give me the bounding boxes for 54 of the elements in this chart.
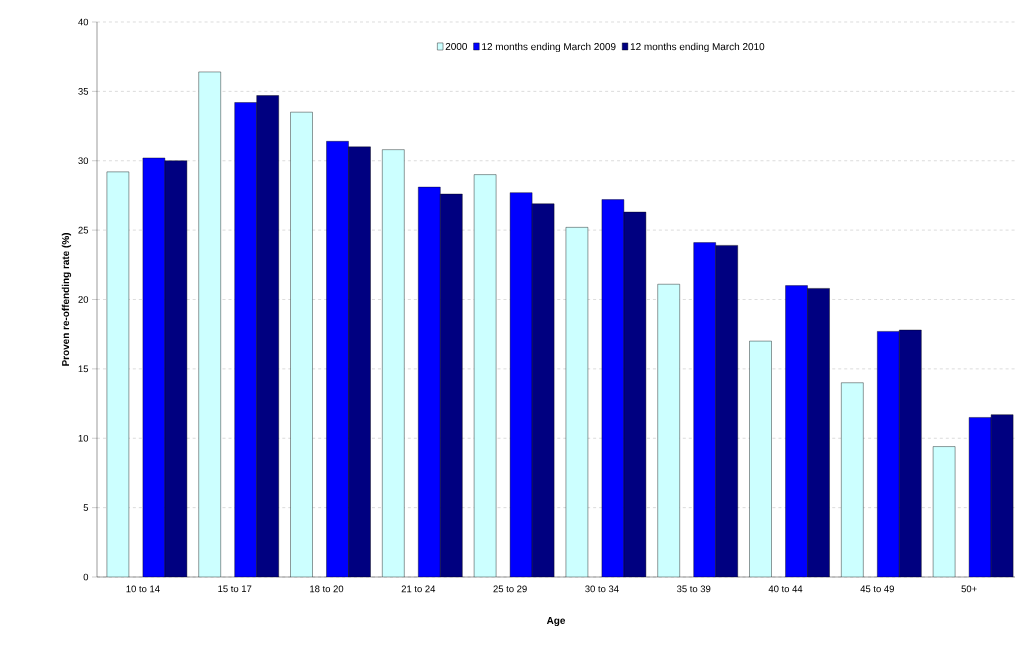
bar <box>382 149 405 577</box>
x-tick-label: 15 to 17 <box>218 585 252 593</box>
y-tick-label: 40 <box>78 18 89 26</box>
bar <box>418 187 441 577</box>
y-tick-label: 35 <box>78 88 89 95</box>
x-axis-title: Age <box>546 617 566 627</box>
bar <box>749 341 772 577</box>
bar <box>440 194 463 577</box>
bar <box>256 95 279 577</box>
bar <box>532 203 555 577</box>
bar <box>164 160 187 577</box>
bar <box>968 417 992 577</box>
bar <box>877 331 900 577</box>
bar <box>234 102 257 577</box>
bar <box>785 285 808 577</box>
y-tick-label: 0 <box>83 573 89 581</box>
legend-label: 12 months ending March 2010 <box>630 42 765 53</box>
bar <box>290 112 313 577</box>
legend-label: 12 months ending March 2009 <box>482 42 616 53</box>
x-tick-label: 18 to 20 <box>310 585 344 593</box>
y-tick-label: 15 <box>78 365 89 373</box>
y-tick-label: 10 <box>78 434 89 442</box>
bar <box>623 212 646 577</box>
x-tick-label: 25 to 29 <box>493 585 527 593</box>
bar <box>657 284 680 577</box>
y-tick-label: 5 <box>83 504 89 511</box>
legend-label: 2000 <box>445 42 467 51</box>
bar <box>198 71 221 577</box>
bar <box>326 141 349 577</box>
bar <box>807 288 830 577</box>
x-tick-label: 30 to 34 <box>585 585 619 593</box>
bar <box>348 146 371 577</box>
y-axis-title: Proven re-offending rate (%) <box>61 233 72 366</box>
x-tick-label: 21 to 24 <box>401 585 436 593</box>
x-tick-label: 35 to 39 <box>676 585 711 593</box>
bar <box>474 174 497 577</box>
x-tick-label: 40 to 44 <box>768 585 803 593</box>
x-tick-label: 50+ <box>961 585 977 593</box>
bar <box>142 157 165 577</box>
bar <box>106 171 129 577</box>
y-tick-label: 25 <box>78 226 89 234</box>
y-tick-label: 20 <box>78 296 89 303</box>
x-tick-label: 10 to 14 <box>126 585 160 593</box>
bar <box>841 382 864 577</box>
bar <box>565 227 588 577</box>
bar <box>510 192 533 577</box>
bar <box>715 245 738 577</box>
bar <box>693 242 716 577</box>
bar <box>990 414 1014 577</box>
bar <box>601 199 624 577</box>
x-tick-label: 45 to 49 <box>860 585 894 593</box>
y-tick-label: 30 <box>78 157 89 165</box>
bar <box>932 446 956 577</box>
bar <box>899 330 922 577</box>
